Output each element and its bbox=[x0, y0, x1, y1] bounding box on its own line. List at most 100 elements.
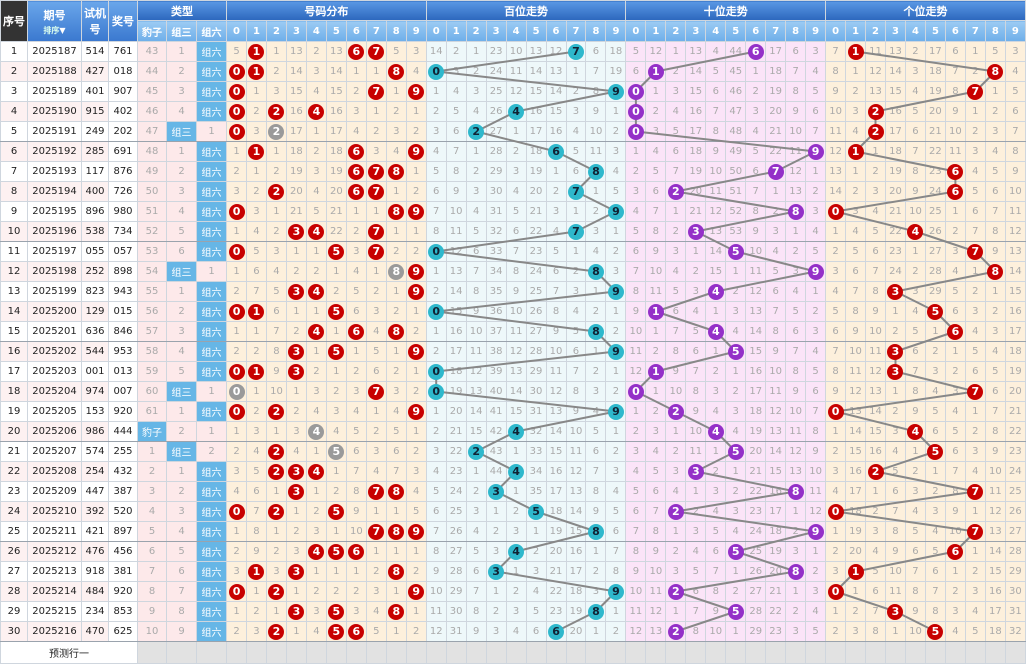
tens-cell: 3 bbox=[665, 561, 687, 582]
tens-cell: 3 bbox=[705, 381, 727, 402]
dist-cell: 2 bbox=[305, 41, 327, 62]
prediction-cell[interactable] bbox=[645, 641, 667, 664]
prediction-cell[interactable] bbox=[1004, 641, 1026, 664]
prediction-cell[interactable] bbox=[246, 641, 267, 664]
prediction-cell[interactable] bbox=[485, 641, 507, 664]
leopard-cell: 51 bbox=[137, 201, 167, 222]
hundreds-cell: 5 bbox=[525, 601, 547, 622]
prediction-cell[interactable] bbox=[265, 641, 287, 664]
prediction-cell[interactable] bbox=[964, 641, 986, 664]
hundreds-cell: 26 bbox=[525, 301, 547, 322]
units-cell: 5 bbox=[984, 41, 1006, 62]
units-ball: 0 bbox=[827, 503, 844, 520]
hundreds-cell: 2 bbox=[585, 301, 607, 322]
prediction-cell[interactable] bbox=[625, 641, 647, 664]
sort-arrow-icon[interactable]: ▼ bbox=[59, 25, 66, 35]
units-cell: 18 bbox=[845, 501, 867, 522]
units-ball: 0 bbox=[827, 403, 844, 420]
units-ball: 1 bbox=[847, 143, 864, 160]
dist-cell: 5 bbox=[246, 461, 267, 482]
prediction-cell[interactable] bbox=[865, 641, 886, 664]
units-cell: 5 bbox=[984, 361, 1006, 382]
prediction-cell[interactable] bbox=[525, 641, 547, 664]
prediction-cell[interactable] bbox=[725, 641, 747, 664]
prediction-cell[interactable] bbox=[885, 641, 906, 664]
prediction-cell[interactable] bbox=[924, 641, 946, 664]
dist-cell: 0 bbox=[226, 61, 247, 82]
prediction-cell[interactable] bbox=[545, 641, 567, 664]
prediction-cell[interactable] bbox=[505, 641, 527, 664]
tens-cell: 22 bbox=[765, 601, 787, 622]
test-number: 636 bbox=[81, 321, 109, 342]
tens-cell: 6 bbox=[705, 81, 727, 102]
hundreds-cell: 31 bbox=[445, 621, 467, 642]
tens-cell: 9 bbox=[685, 401, 707, 422]
prediction-cell[interactable] bbox=[984, 641, 1006, 664]
prediction-cell[interactable] bbox=[685, 641, 707, 664]
prediction-cell[interactable] bbox=[785, 641, 807, 664]
hundreds-cell: 2 bbox=[505, 581, 527, 602]
prediction-cell[interactable] bbox=[805, 641, 827, 664]
number-ball: 8 bbox=[388, 203, 405, 220]
hundreds-cell: 4 bbox=[565, 301, 587, 322]
prediction-cell[interactable] bbox=[405, 641, 427, 664]
prediction-cell[interactable] bbox=[425, 641, 447, 664]
tens-cell: 7 bbox=[625, 521, 647, 542]
dist-cell: 1 bbox=[285, 241, 307, 262]
prediction-cell[interactable] bbox=[705, 641, 727, 664]
units-ball: 5 bbox=[927, 623, 944, 640]
prediction-cell[interactable] bbox=[195, 641, 228, 664]
hundreds-cell: 10 bbox=[585, 121, 607, 142]
units-cell: 13 bbox=[825, 161, 847, 182]
prediction-cell[interactable] bbox=[385, 641, 407, 664]
prediction-cell[interactable] bbox=[365, 641, 387, 664]
prediction-cell[interactable] bbox=[585, 641, 607, 664]
prediction-cell[interactable] bbox=[565, 641, 587, 664]
tens-cell: 3 bbox=[665, 241, 687, 262]
units-cell: 9 bbox=[944, 101, 966, 122]
dist-cell: 4 bbox=[365, 321, 387, 342]
units-cell: 17 bbox=[924, 41, 946, 62]
units-cell: 3 bbox=[885, 281, 906, 302]
header-issue[interactable]: 期号 排序▼ bbox=[27, 0, 82, 42]
prediction-cell[interactable] bbox=[345, 641, 367, 664]
tens-cell: 18 bbox=[745, 401, 767, 422]
test-number: 823 bbox=[81, 281, 109, 302]
dist-cell: 2 bbox=[405, 381, 427, 402]
prediction-cell[interactable] bbox=[944, 641, 966, 664]
prediction-cell[interactable] bbox=[745, 641, 767, 664]
prediction-cell[interactable] bbox=[137, 641, 167, 664]
hundreds-cell: 22 bbox=[545, 581, 567, 602]
dist-cell: 4 bbox=[305, 321, 327, 342]
table-row: 20 2025206 986 444 豹子 2 1 1 3 1 3 4 4 5 2 5 1 2 21 15 42 4 32 1… bbox=[0, 421, 1026, 442]
dist-cell: 4 bbox=[365, 461, 387, 482]
prediction-cell[interactable] bbox=[445, 641, 467, 664]
prediction-cell[interactable] bbox=[325, 641, 347, 664]
tens-cell: 16 bbox=[765, 481, 787, 502]
prediction-cell[interactable] bbox=[166, 641, 197, 664]
prediction-cell[interactable] bbox=[845, 641, 867, 664]
hundreds-cell: 1 bbox=[585, 181, 607, 202]
units-digit-header: 5 bbox=[924, 20, 946, 42]
hundreds-cell: 2 bbox=[525, 541, 547, 562]
prediction-cell[interactable] bbox=[285, 641, 307, 664]
prediction-cell[interactable] bbox=[305, 641, 327, 664]
sort-button[interactable]: 排序 bbox=[43, 25, 60, 35]
prediction-cell[interactable] bbox=[665, 641, 687, 664]
units-cell: 2 bbox=[964, 121, 986, 142]
prediction-cell[interactable] bbox=[765, 641, 787, 664]
units-cell: 20 bbox=[924, 101, 946, 122]
tens-cell: 16 bbox=[685, 101, 707, 122]
hundreds-cell: 4 bbox=[465, 101, 487, 122]
prediction-cell[interactable] bbox=[825, 641, 847, 664]
units-cell: 26 bbox=[1004, 501, 1026, 522]
row-index: 11 bbox=[0, 241, 28, 262]
tens-cell: 5 bbox=[645, 161, 667, 182]
prediction-cell[interactable] bbox=[605, 641, 627, 664]
prediction-cell[interactable] bbox=[904, 641, 926, 664]
prediction-cell[interactable] bbox=[226, 641, 247, 664]
prediction-cell[interactable] bbox=[465, 641, 487, 664]
number-ball: 0 bbox=[228, 403, 245, 420]
hundreds-cell: 8 bbox=[585, 321, 607, 342]
tens-cell: 0 bbox=[625, 121, 647, 142]
